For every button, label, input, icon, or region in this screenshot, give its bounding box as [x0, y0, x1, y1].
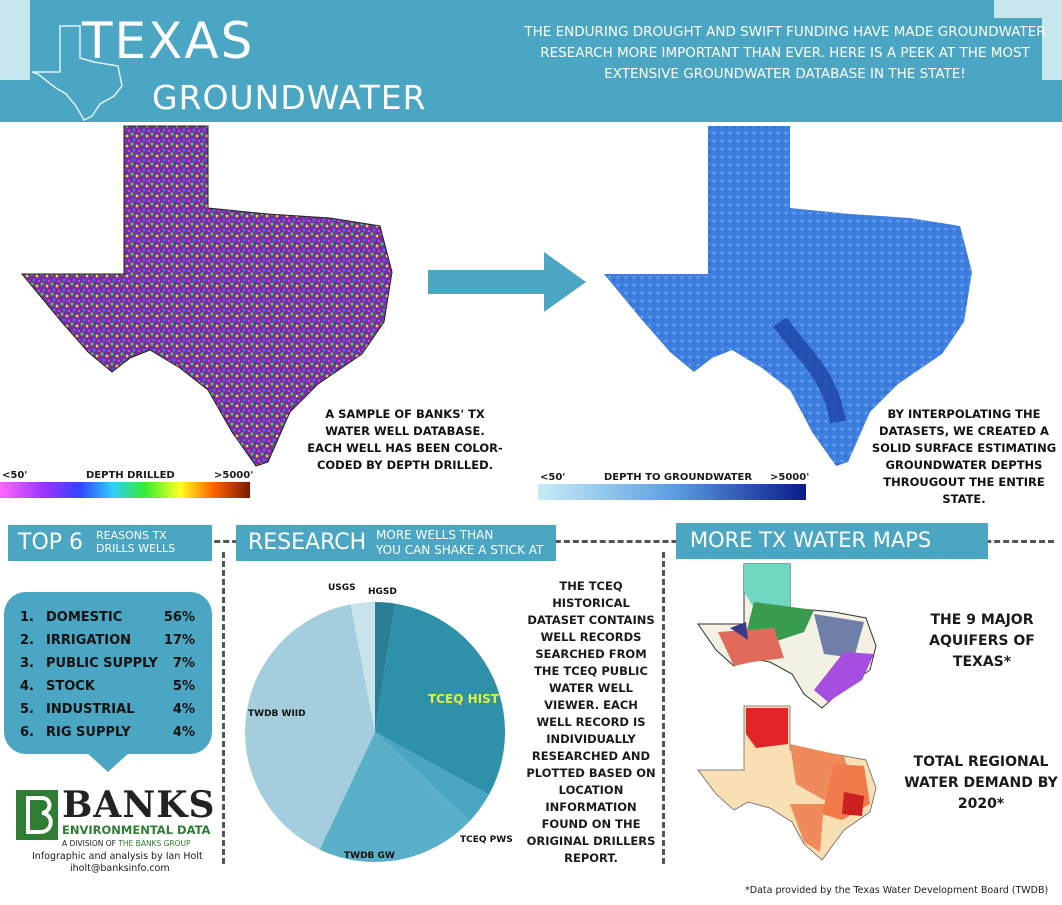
reasons-heading-big: TOP 6 [18, 530, 84, 555]
reason-item: 4. STOCK 5% [20, 679, 195, 702]
scale-title: DEPTH TO GROUNDWATER [604, 472, 753, 483]
reasons-panel [4, 592, 212, 754]
page-subtitle: GROUNDWATER [152, 78, 427, 117]
logo-subtitle: ENVIRONMENTAL DATA [62, 823, 211, 837]
reason-percent: 5% [172, 679, 195, 694]
pie-label: TCEQ HIST [428, 692, 500, 706]
reason-item: 5. INDUSTRIAL 4% [20, 702, 195, 725]
texas-outline-icon [31, 25, 123, 121]
aquifers-map [697, 563, 877, 709]
maps-illustration [0, 125, 972, 500]
more-maps-heading-text: MORE TX WATER MAPS [690, 528, 932, 552]
reason-number: 5. [20, 702, 34, 717]
section-divider [222, 552, 225, 864]
research-heading-line1: MORE WELLS THAN [376, 528, 494, 542]
demand-caption: TOTAL REGIONAL WATER DEMAND BY 2020* [904, 754, 1058, 812]
reasons-heading-line1: REASONS TX [96, 529, 167, 542]
banks-logo-icon [16, 790, 58, 840]
pie-slice-twdb-gw [319, 732, 470, 862]
logo-name: BANKS [62, 784, 216, 826]
pie-label: USGS [328, 583, 356, 593]
texas-well-map [20, 125, 393, 467]
arrow-icon [428, 252, 586, 312]
page-title: TEXAS [82, 12, 255, 70]
reason-number: 4. [20, 679, 34, 694]
corner-decoration [994, 0, 1062, 18]
research-heading-line2: YOU CAN SHAKE A STICK AT [376, 543, 544, 557]
reason-number: 2. [20, 633, 34, 648]
research-description: THE TCEQ HISTORICAL DATASET CONTAINS WEL… [526, 579, 656, 865]
scale-min-label: <50' [540, 472, 566, 483]
reason-label: PUBLIC SUPPLY [46, 656, 158, 671]
texas-groundwater-map [604, 126, 972, 466]
pie-label: TWDB WIID [248, 709, 306, 719]
left-map-caption: A SAMPLE OF BANKS' TX WATER WELL DATABAS… [307, 407, 503, 472]
scale-max-label: >5000' [214, 470, 254, 481]
water-demand-map [697, 705, 877, 861]
reason-percent: 17% [163, 633, 195, 648]
more-maps-heading: MORE TX WATER MAPS [676, 523, 988, 559]
pie-label: HGSD [368, 587, 397, 597]
reason-item: 3. PUBLIC SUPPLY 7% [20, 656, 195, 679]
depth-drilled-scale [0, 482, 250, 498]
reasons-heading: TOP 6 REASONS TX DRILLS WELLS [8, 525, 212, 561]
reasons-heading-line2: DRILLS WELLS [96, 542, 176, 555]
scale-title: DEPTH DRILLED [86, 470, 175, 481]
logo-division-name: THE BANKS GROUP [118, 839, 191, 848]
reason-number: 1. [20, 610, 34, 625]
aquifers-caption: THE 9 MAJOR AQUIFERS OF TEXAS* [929, 612, 1035, 670]
pie-slice-tceq-hist [375, 603, 505, 795]
credit-email[interactable]: iholt@banksinfo.com [70, 863, 170, 874]
reason-number: 3. [20, 656, 34, 671]
corner-decoration [0, 0, 30, 80]
research-heading-big: RESEARCH [248, 530, 367, 555]
logo-division: A DIVISION OF THE BANKS GROUP [62, 839, 191, 848]
reason-label: DOMESTIC [46, 610, 123, 625]
reason-label: STOCK [46, 679, 95, 694]
reason-percent: 56% [163, 610, 195, 625]
panel-pointer [86, 752, 130, 772]
right-map-caption: BY INTERPOLATING THE DATASETS, WE CREATE… [871, 407, 1057, 506]
credit-text: Infographic and analysis by Ian Holt [32, 851, 203, 862]
pie-slice-tceq-pws [375, 732, 489, 821]
research-heading: RESEARCH MORE WELLS THAN YOU CAN SHAKE A… [236, 525, 556, 561]
reason-number: 6. [20, 725, 34, 740]
groundwater-depth-scale [538, 484, 806, 500]
reason-item: 6. RIG SUPPLY 4% [20, 725, 195, 748]
reason-percent: 7% [172, 656, 195, 671]
reason-label: IRRIGATION [46, 633, 132, 648]
reason-item: 1. DOMESTIC 56% [20, 610, 195, 633]
reason-label: RIG SUPPLY [46, 725, 131, 740]
reason-item: 2. IRRIGATION 17% [20, 633, 195, 656]
pie-label: TCEQ PWS [460, 835, 513, 845]
logo-division-prefix: A DIVISION OF [62, 839, 116, 848]
scale-max-label: >5000' [770, 472, 810, 483]
section-divider [662, 552, 665, 864]
reason-percent: 4% [172, 702, 195, 717]
scale-min-label: <50' [2, 470, 28, 481]
intro-text: THE ENDURING DROUGHT AND SWIFT FUNDING H… [524, 24, 1046, 82]
footnote: *Data provided by the Texas Water Develo… [745, 885, 1049, 896]
header-banner: TEXAS GROUNDWATER THE ENDURING DROUGHT A… [0, 0, 1062, 122]
pie-slice-twdb-wiid [245, 604, 375, 850]
pie-label: TWDB GW [344, 851, 395, 861]
corner-decoration [1042, 18, 1062, 80]
reason-percent: 4% [172, 725, 195, 740]
data-source-pie-chart: HGSD TCEQ HIST TCEQ PWS TWDB GW TWDB WIID USG… [245, 583, 513, 862]
reason-label: INDUSTRIAL [46, 702, 135, 717]
pie-slice-usgs [350, 602, 375, 732]
pie-slice-hgsd [375, 602, 396, 732]
